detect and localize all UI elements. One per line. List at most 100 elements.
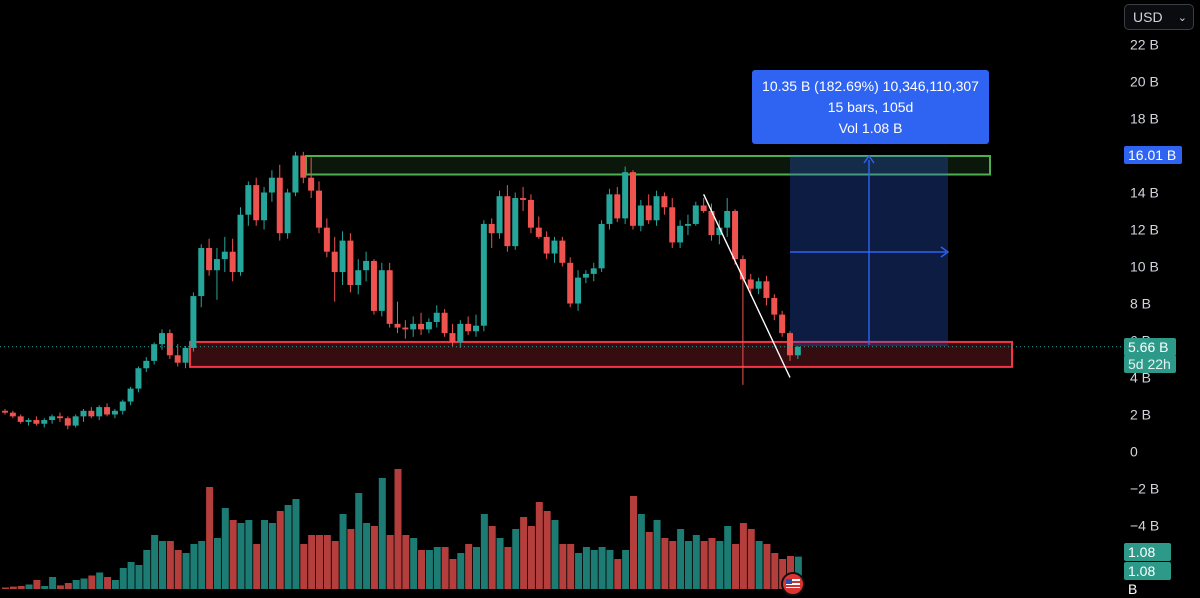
candle-body <box>174 355 181 363</box>
volume-bar <box>622 550 630 589</box>
candle-body <box>143 360 150 369</box>
y-axis-tick: −2 B <box>1130 481 1159 497</box>
volume-bar <box>49 577 57 589</box>
candle-body <box>198 248 205 297</box>
volume-bar <box>237 523 245 589</box>
candle-body <box>512 198 519 247</box>
candle-body <box>119 401 126 411</box>
volume-bar <box>575 553 583 589</box>
candle-body <box>88 410 95 417</box>
volume-bar <box>56 585 64 589</box>
volume-bar <box>221 508 229 589</box>
volume-bar <box>739 523 747 589</box>
candle-body <box>261 192 268 221</box>
candle-body <box>159 333 165 345</box>
candle-body <box>316 190 322 228</box>
currency-selector[interactable]: USD ⌄ <box>1124 4 1194 30</box>
candle-body <box>237 214 244 273</box>
volume-bar <box>127 562 135 589</box>
candle-body <box>33 420 40 424</box>
candle-body <box>614 194 621 219</box>
volume-bar <box>190 544 198 589</box>
volume-bar <box>755 541 763 589</box>
candle-body <box>700 205 707 211</box>
candle-body <box>473 325 479 332</box>
volume-bar <box>96 572 104 589</box>
candle-body <box>575 277 582 304</box>
volume-bar <box>488 526 496 589</box>
volume-bar <box>33 580 41 589</box>
candle-body <box>331 251 338 273</box>
candle-body <box>41 420 48 424</box>
volume-bar <box>104 577 112 589</box>
y-axis-tick: 22 B <box>1130 37 1159 53</box>
candle-body <box>253 185 260 221</box>
candle-body <box>308 177 315 191</box>
volume-bar <box>653 520 661 589</box>
candle-body <box>590 268 597 274</box>
candle-body <box>488 223 495 234</box>
volume-bar <box>684 541 692 589</box>
y-axis-tick: 14 B <box>1130 185 1159 201</box>
volume-bar <box>206 487 214 589</box>
volume-bar <box>394 469 402 589</box>
volume-bar <box>732 544 740 589</box>
candle-body <box>598 223 605 269</box>
candle-body <box>135 368 142 389</box>
candle-body <box>669 207 676 243</box>
volume-bar <box>614 559 622 589</box>
candle-body <box>386 270 393 324</box>
currency-label: USD <box>1133 9 1163 25</box>
volume-bar <box>151 535 159 589</box>
y-axis-tick: 20 B <box>1130 74 1159 90</box>
candle-body <box>582 273 589 278</box>
candle-body <box>535 227 542 237</box>
candle-body <box>567 262 574 304</box>
volume-tag: 1.08 B <box>1124 543 1171 578</box>
candle-body <box>496 196 503 234</box>
volume-bar <box>473 547 480 589</box>
projection-layer <box>790 154 950 346</box>
measure-line-change: 10.35 B (182.69%) 10,346,110,307 <box>762 78 979 94</box>
volume-bar <box>590 550 598 589</box>
support-zone <box>189 340 1013 368</box>
candle-body <box>221 251 228 260</box>
candle-body <box>606 194 613 224</box>
volume-bar <box>323 535 331 589</box>
volume-bar <box>543 511 551 589</box>
candle-body <box>284 192 291 234</box>
volume-bar <box>512 529 520 589</box>
volume-bar <box>363 523 371 589</box>
candle-body <box>410 323 417 330</box>
volume-bar <box>661 538 669 589</box>
volume-bar <box>708 538 716 589</box>
candle-body <box>49 416 56 421</box>
candle-body <box>622 172 629 219</box>
volume-bar <box>504 547 512 589</box>
candle-body <box>339 240 346 273</box>
candle-body <box>747 279 754 289</box>
volume-bar <box>261 520 269 589</box>
candle-body <box>787 333 793 356</box>
volume-bar <box>410 538 418 589</box>
volume-bar <box>229 520 237 589</box>
volume-bar <box>386 535 394 589</box>
candle-body <box>465 323 472 332</box>
volume-bar <box>276 511 284 589</box>
volume-bar <box>2 587 9 589</box>
us-flag-icon[interactable] <box>781 572 805 596</box>
candle-body <box>394 323 401 328</box>
candle-body <box>64 418 71 426</box>
volume-bar <box>331 541 339 589</box>
volume-bar <box>418 550 426 589</box>
volume-bar <box>724 526 732 589</box>
volume-bar <box>41 586 49 589</box>
volume-bar <box>9 586 17 589</box>
candle-body <box>402 327 409 330</box>
candle-body <box>449 333 456 343</box>
volume-bar <box>637 514 645 589</box>
volume-bar <box>245 520 253 589</box>
candle-body <box>418 323 425 330</box>
volume-bar <box>316 535 323 589</box>
